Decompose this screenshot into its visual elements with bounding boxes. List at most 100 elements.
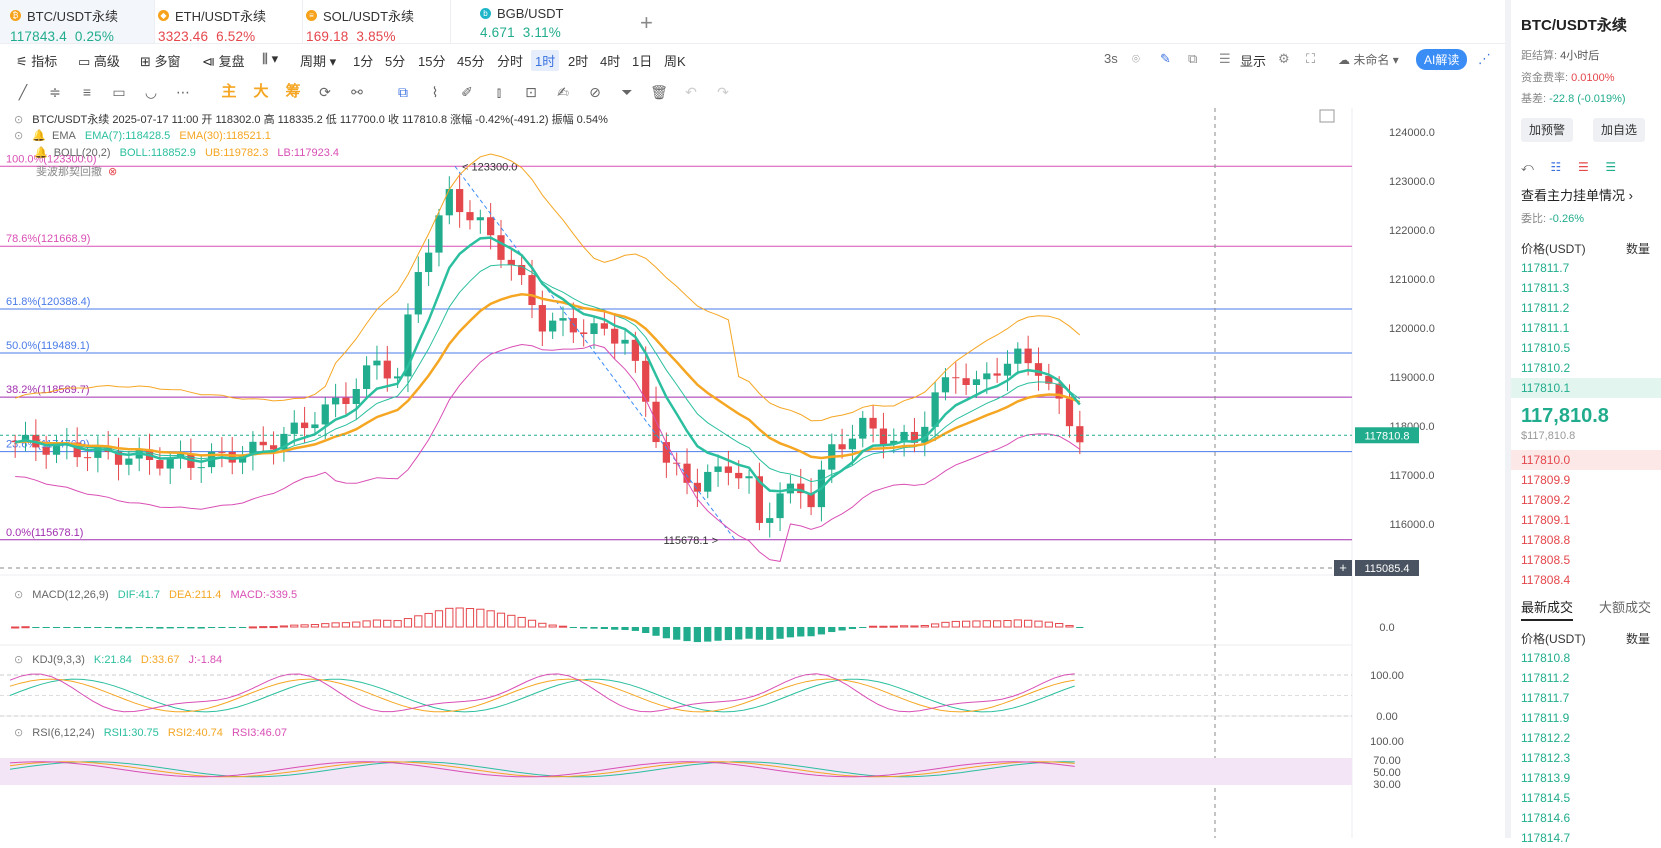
magnet-icon[interactable]: ⚯ (351, 84, 363, 100)
advanced-button[interactable]: ▭ 高级 (78, 54, 120, 69)
filter-icon[interactable]: ⏷ (621, 84, 633, 100)
chart-type-icon[interactable]: ⫼ ▾ (262, 51, 279, 66)
collapse-icon[interactable]: ⊙ (14, 130, 24, 142)
pen-icon[interactable]: ✎ (1160, 51, 1171, 66)
interval-15m[interactable]: 15分 (418, 54, 446, 69)
macd-bar (527, 619, 537, 628)
trade-row[interactable]: 117812.3 (1511, 748, 1661, 768)
list-icon[interactable]: ☰ (1219, 51, 1231, 66)
interval-4h[interactable]: 4时 (600, 54, 621, 69)
collapse-icon[interactable]: ⊙ (14, 727, 24, 739)
candle-icon[interactable]: ⫾ (496, 84, 502, 100)
multi-window-button[interactable]: ⊞ 多窗 (140, 54, 181, 69)
chips-button[interactable]: 筹 (285, 83, 301, 100)
collapse-icon[interactable]: ⊙ (14, 589, 24, 601)
add-alert-button[interactable]: 加预警 (1521, 118, 1573, 142)
tab-eth[interactable]: ◆ ETH/USDT永续 3323.46 6.52% (148, 0, 303, 44)
period-dropdown[interactable]: 周期 ▾ (300, 54, 337, 69)
chart-canvas[interactable]: 124000.0 123000.0 122000.0 121000.0 120000.0… (0, 108, 1505, 838)
rect-tool-icon[interactable]: ▭ (112, 84, 126, 100)
ruler-icon[interactable]: ⌇ (431, 84, 439, 100)
depth-view-icon[interactable]: ⤺ (1521, 160, 1534, 174)
line-tool-icon[interactable]: ╱ (18, 84, 28, 100)
trade-row[interactable]: 117811.2 (1511, 668, 1661, 688)
interval-1m[interactable]: 1分 (353, 54, 374, 69)
gear-icon[interactable]: ⚙ (1278, 51, 1290, 66)
brush-icon[interactable]: ✐ (461, 84, 473, 100)
ask-row[interactable]: 117811.3 (1511, 278, 1661, 298)
trade-row[interactable]: 117811.7 (1511, 688, 1661, 708)
trash-icon[interactable]: 🗑 (650, 84, 668, 100)
advanced-label: 高级 (93, 54, 120, 69)
ask-row[interactable]: 117811.2 (1511, 298, 1661, 318)
trade-row[interactable]: 117813.9 (1511, 768, 1661, 788)
bell-icon[interactable]: 🔔 (34, 147, 48, 159)
large-order-button[interactable]: 大 (253, 83, 269, 100)
add-favorite-button[interactable]: 加自选 (1593, 118, 1645, 142)
bid-row[interactable]: 117809.2 (1511, 490, 1661, 510)
share-icon[interactable]: ⋰ (1478, 51, 1491, 66)
more-tools-icon[interactable]: ⋯ (176, 84, 190, 100)
trade-row[interactable]: 117811.9 (1511, 708, 1661, 728)
trade-row[interactable]: 117810.8 (1511, 648, 1661, 668)
interval-5m[interactable]: 5分 (385, 54, 406, 69)
big-trades-tab[interactable]: 大额成交 (1599, 600, 1652, 615)
refresh-interval[interactable]: 3s (1104, 51, 1118, 66)
interval-2h[interactable]: 2时 (568, 54, 589, 69)
layout-dropdown[interactable]: ☁ 未命名 ▾ (1338, 53, 1399, 67)
channel-tool-icon[interactable]: ≡ (82, 84, 92, 100)
tab-bgb[interactable]: b BGB/USDT 4.671 3.11% (470, 0, 625, 43)
bid-row[interactable]: 117810.0 (1511, 450, 1661, 470)
hline-tool-icon[interactable]: ≑ (49, 84, 61, 100)
close-icon[interactable]: ⊗ (108, 166, 118, 178)
redo-icon[interactable]: ↷ (717, 84, 729, 100)
tab-btc[interactable]: ₿ BTC/USDT永续 117843.4 0.25% (0, 0, 155, 44)
ask-row[interactable]: 117811.7 (1511, 258, 1661, 278)
main-indicator-button[interactable]: 主 (221, 83, 237, 100)
display-button[interactable]: 显示 (1240, 54, 1267, 69)
both-view-icon[interactable]: ☷ (1550, 160, 1562, 174)
trade-row[interactable]: 117814.6 (1511, 808, 1661, 828)
link-icon[interactable]: ⊘ (589, 84, 601, 100)
trade-row[interactable]: 117812.2 (1511, 728, 1661, 748)
undo-icon[interactable]: ↶ (685, 84, 697, 100)
depth-link[interactable]: 查看主力挂单情况 › (1521, 188, 1633, 203)
ai-button[interactable]: AI解读 (1416, 49, 1468, 70)
ask-row[interactable]: 117810.5 (1511, 338, 1661, 358)
bid-row[interactable]: 117809.9 (1511, 470, 1661, 490)
bell-icon[interactable]: 🔔 (32, 130, 46, 142)
lock-icon[interactable]: ⊡ (525, 84, 537, 100)
bid-row[interactable]: 117808.4 (1511, 570, 1661, 590)
interval-1h[interactable]: 1时 (531, 50, 560, 71)
window-icon[interactable]: ⧉ (1188, 51, 1198, 66)
trades-tab[interactable]: 最新成交 (1521, 597, 1574, 621)
interval-1w[interactable]: 周K (664, 54, 686, 69)
trade-row[interactable]: 117814.5 (1511, 788, 1661, 808)
bid-row[interactable]: 117808.5 (1511, 550, 1661, 570)
interval-1d[interactable]: 1日 (632, 54, 653, 69)
curve-tool-icon[interactable]: ◡ (144, 84, 158, 100)
sync-icon[interactable]: ⟳ (319, 84, 331, 100)
replay-button[interactable]: ⧏ 复盘 (202, 54, 245, 69)
camera-icon[interactable]: ⌾ (1132, 51, 1140, 66)
ask-row[interactable]: 117810.1 (1511, 378, 1661, 398)
interval-45m[interactable]: 45分 (457, 54, 485, 69)
interval-time[interactable]: 分时 (497, 54, 524, 69)
fullscreen-icon[interactable]: ⛶ (1306, 51, 1316, 66)
collapse-icon[interactable]: ⊙ (14, 654, 24, 666)
bid-row[interactable]: 117808.8 (1511, 530, 1661, 550)
copy-icon[interactable]: ⧉ (398, 84, 408, 100)
ask-row[interactable]: 117811.1 (1511, 318, 1661, 338)
ask-row[interactable]: 117810.2 (1511, 358, 1661, 378)
bids-view-icon[interactable]: ☰ (1605, 160, 1617, 174)
asks-view-icon[interactable]: ☰ (1577, 160, 1589, 174)
trade-row[interactable]: 117814.7 (1511, 828, 1661, 848)
collapse-icon[interactable]: ⊙ (14, 114, 24, 126)
candle-body (197, 467, 205, 469)
add-tab-icon[interactable]: + (640, 10, 653, 35)
note-icon[interactable]: ✍ (557, 84, 569, 100)
bid-row[interactable]: 117809.1 (1511, 510, 1661, 530)
tab-sol[interactable]: ≡ SOL/USDT永续 169.18 3.85% (296, 0, 451, 44)
chart-area[interactable]: 124000.0 123000.0 122000.0 121000.0 120000.0… (0, 108, 1505, 838)
indicator-button[interactable]: ⚟ 指标 (16, 54, 58, 69)
